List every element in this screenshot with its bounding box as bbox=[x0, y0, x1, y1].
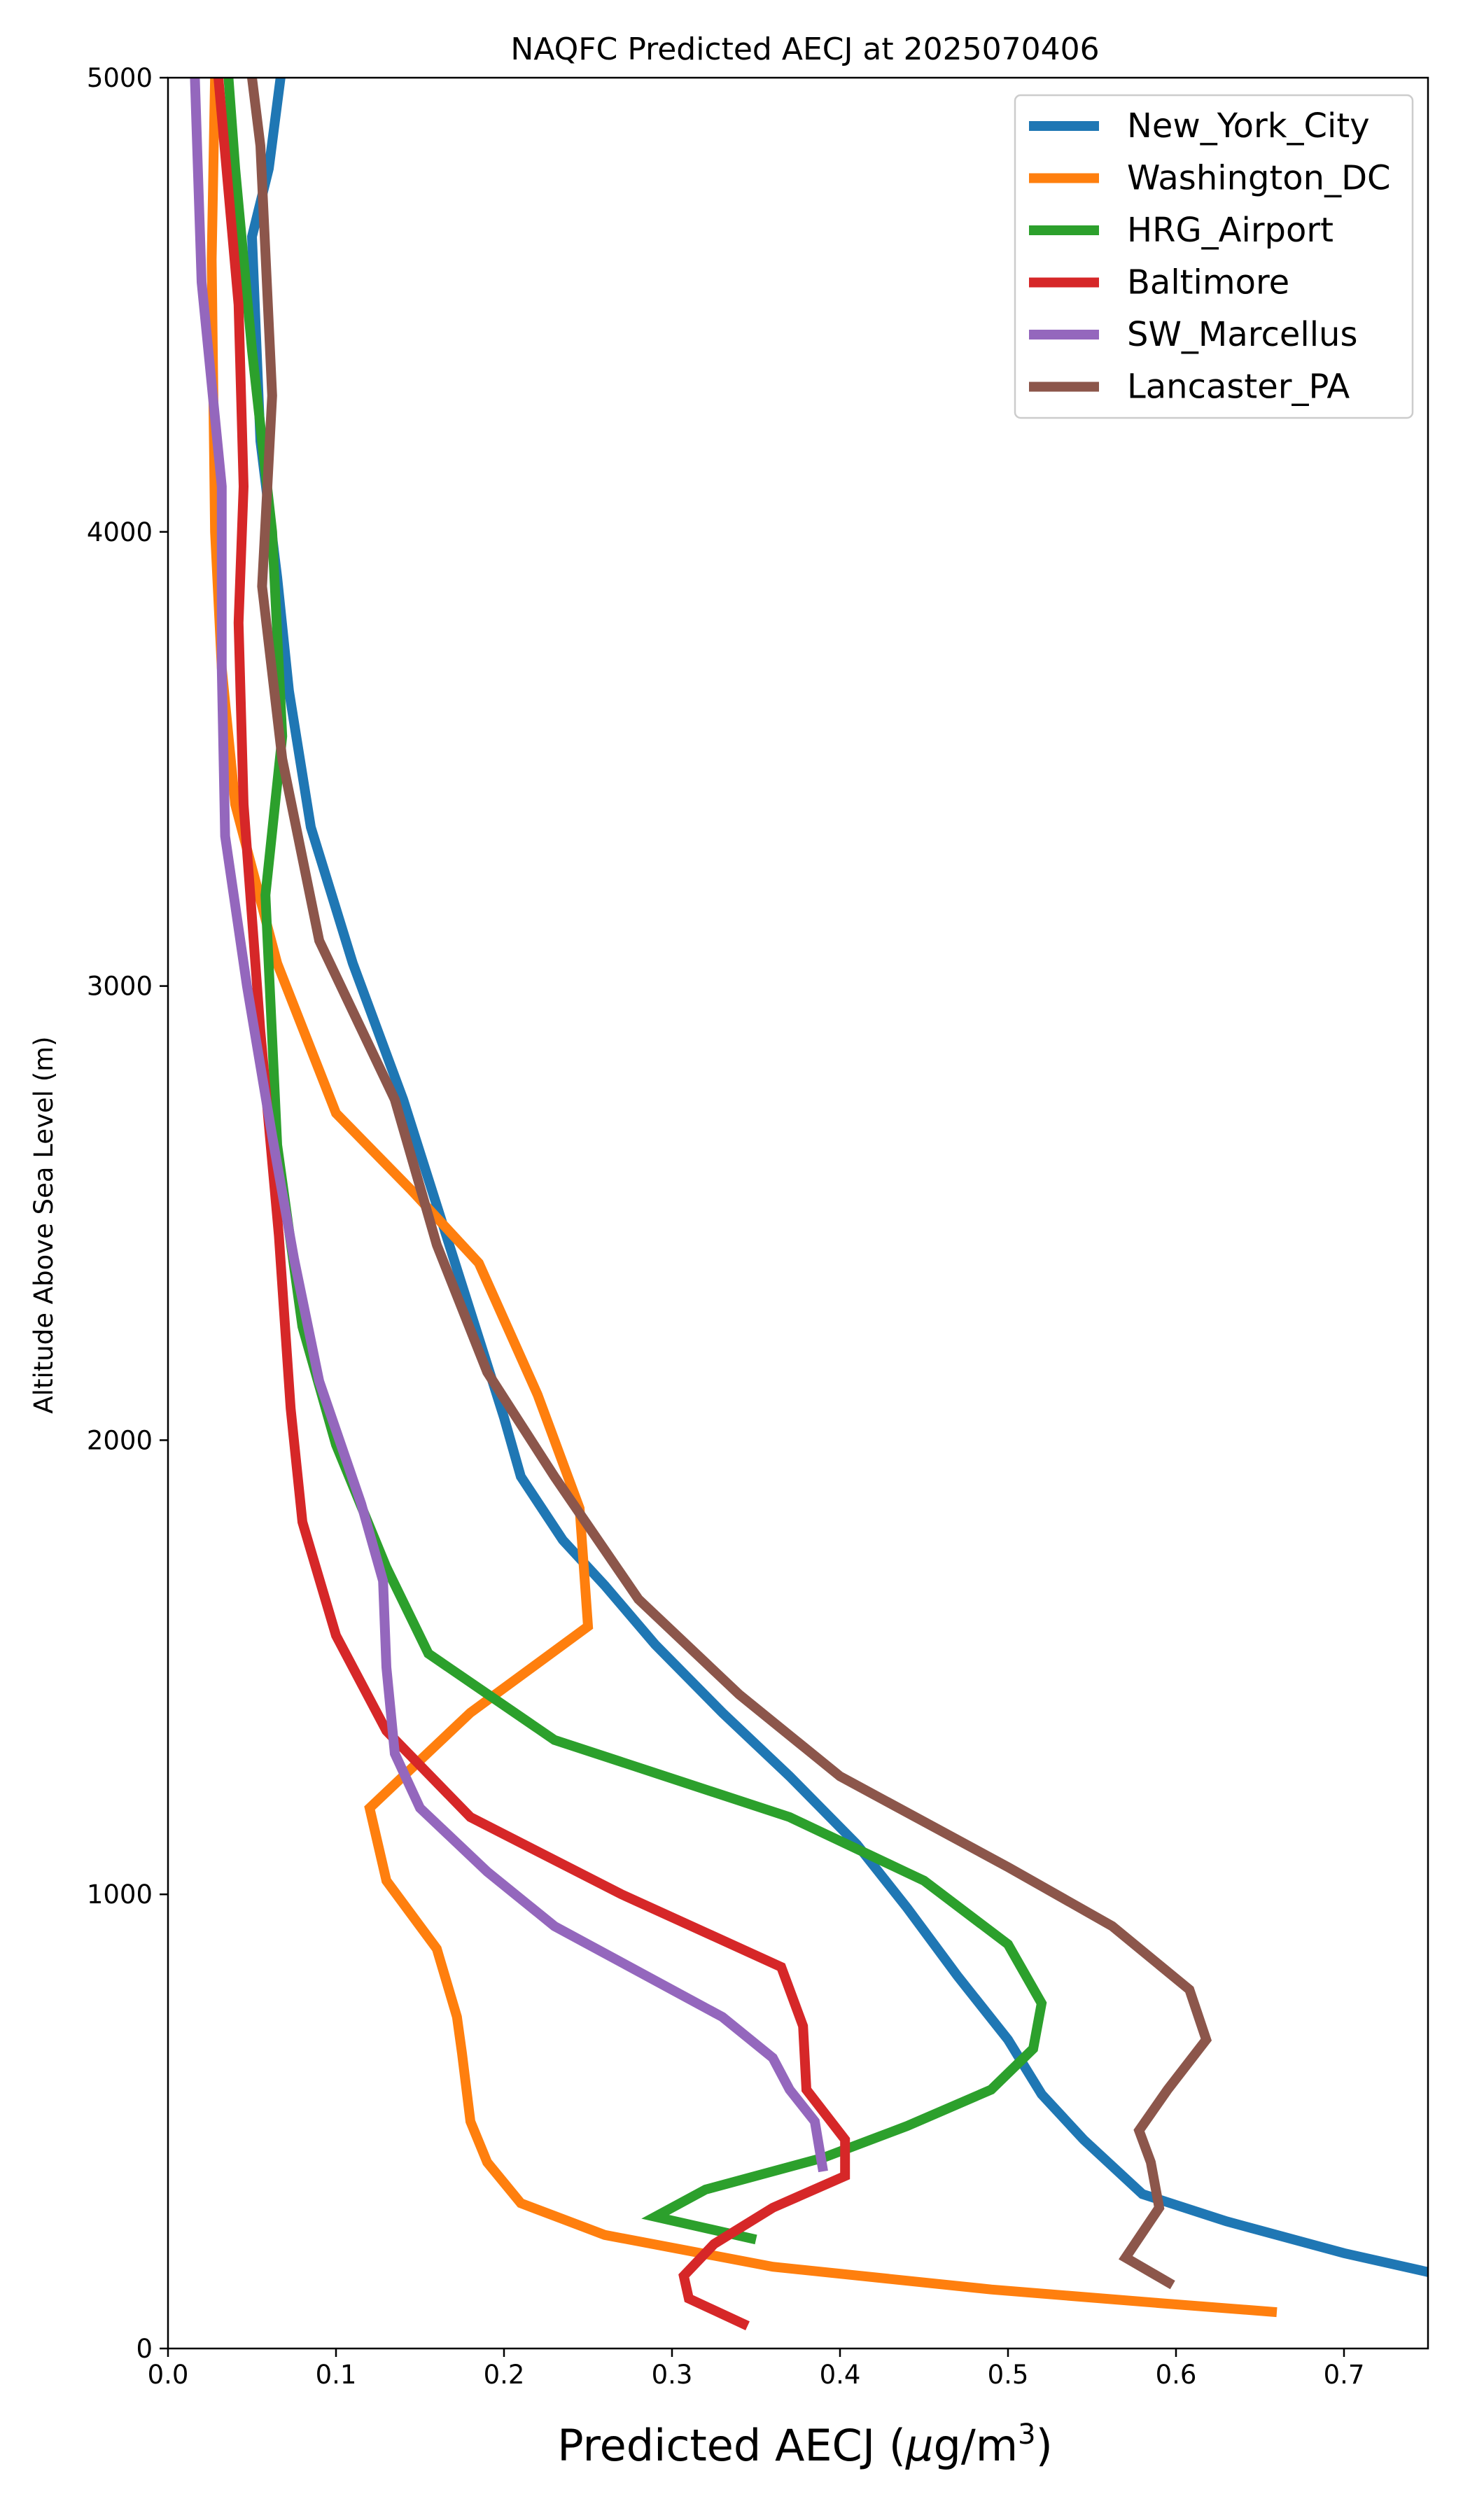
legend-label-baltimore: Baltimore bbox=[1127, 263, 1289, 302]
plot-frame bbox=[167, 76, 1429, 2350]
y-tick-label: 3000 bbox=[87, 972, 153, 1002]
series-line-lancaster-pa bbox=[247, 78, 1212, 2290]
y-tick-label: 1000 bbox=[87, 1879, 153, 1910]
x-tick-label: 0.2 bbox=[484, 2360, 525, 2390]
series-line-hrg-airport bbox=[223, 78, 1047, 2245]
x-tick-label: 0.4 bbox=[820, 2360, 861, 2390]
legend-box bbox=[1014, 94, 1414, 419]
x-tick-label: 0.5 bbox=[988, 2360, 1029, 2390]
legend-label-lancaster-pa: Lancaster_PA bbox=[1127, 368, 1350, 407]
x-axis-label-close: ) bbox=[1036, 2420, 1053, 2471]
legend-label-sw-marcellus: SW_Marcellus bbox=[1127, 315, 1357, 354]
series-line-sw-marcellus bbox=[190, 78, 828, 2173]
y-axis-label: Altitude Above Sea Level (m) bbox=[29, 1036, 59, 1413]
x-tick-label: 0.0 bbox=[148, 2360, 189, 2390]
chart-title: NAQFC Predicted AECJ at 2025070406 bbox=[510, 31, 1099, 67]
legend-label-hrg-airport: HRG_Airport bbox=[1127, 211, 1334, 250]
series-lines bbox=[190, 78, 1428, 2330]
y-tick-label: 4000 bbox=[87, 517, 153, 547]
x-axis-label: Predicted AECJ (μg/m3) bbox=[557, 2418, 1053, 2471]
legend: New_York_City Washington_DC HRG_Airport Bal… bbox=[1014, 94, 1414, 419]
x-tick-label: 0.7 bbox=[1324, 2360, 1365, 2390]
x-tick-label: 0.6 bbox=[1156, 2360, 1197, 2390]
y-tick-label: 5000 bbox=[87, 63, 153, 93]
series-line-baltimore bbox=[214, 78, 850, 2330]
plot-area: 0.0 0.1 0.2 0.3 0.4 0.5 0.6 0.7 0 1000 2000 3000 400… bbox=[87, 63, 1429, 2390]
legend-label-new-york-city: New_York_City bbox=[1127, 106, 1370, 146]
x-axis-label-superscript: 3 bbox=[1018, 2418, 1035, 2451]
x-tick-label: 0.1 bbox=[316, 2360, 357, 2390]
x-tick-label: 0.3 bbox=[652, 2360, 693, 2390]
y-tick-label: 0 bbox=[136, 2334, 153, 2364]
x-axis-label-unit: g/m bbox=[933, 2420, 1018, 2471]
legend-label-washington-dc: Washington_DC bbox=[1127, 159, 1391, 198]
x-axis-label-mu: μ bbox=[905, 2420, 933, 2471]
x-axis-label-main: Predicted AECJ ( bbox=[557, 2420, 906, 2471]
y-tick-label: 2000 bbox=[87, 1425, 153, 1455]
